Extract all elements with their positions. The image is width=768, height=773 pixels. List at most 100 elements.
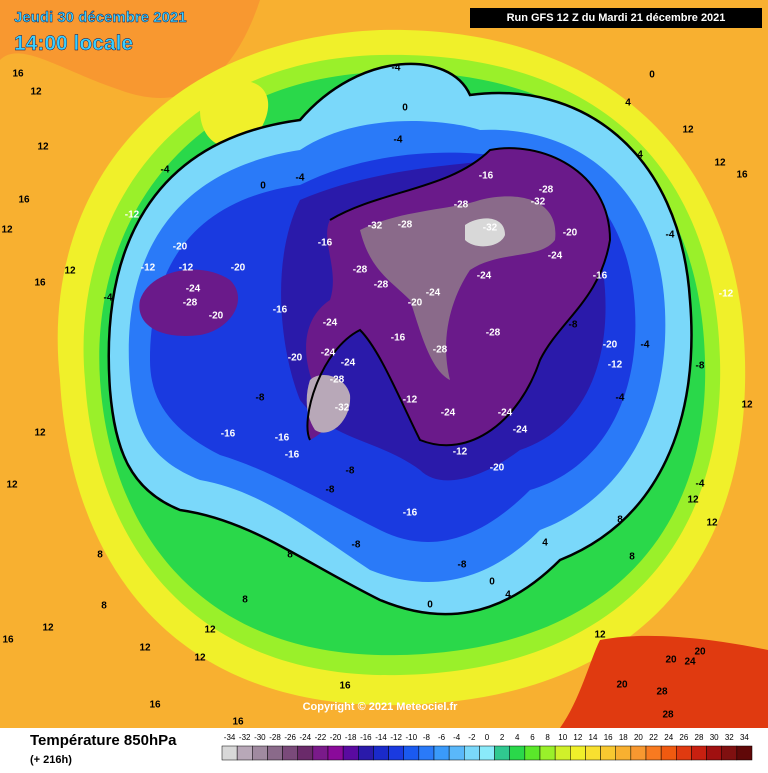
contour-label: -4 — [616, 393, 625, 404]
scale-swatch — [494, 745, 510, 761]
hot-area — [560, 635, 768, 728]
scale-label: 8 — [545, 733, 550, 742]
cold-core — [306, 375, 351, 433]
scale-label: -30 — [254, 733, 266, 742]
contour-label: -24 — [426, 288, 441, 299]
contour-label: 16 — [736, 170, 748, 181]
scale-label: -26 — [284, 733, 296, 742]
isotherm — [306, 147, 612, 447]
contour-label: -16 — [391, 333, 406, 344]
contour-label: 16 — [18, 195, 30, 206]
scale-swatch — [706, 745, 722, 761]
color-scale: -34 -32 -30 -28 -26 -24 -22 -20 -18 -16 -14 -12 -10-… — [221, 733, 753, 761]
scale-swatch — [464, 745, 480, 761]
contour-label: -12 — [403, 395, 418, 406]
contour-label: 12 — [714, 158, 726, 169]
contour-label: -24 — [513, 425, 528, 436]
contour-label: -4 — [666, 230, 675, 241]
scale-label: -10 — [406, 733, 418, 742]
scale-label: 18 — [619, 733, 628, 742]
contour-label: -20 — [490, 463, 505, 474]
contour-label: -12 — [453, 447, 468, 458]
contour-label: 8 — [242, 595, 248, 606]
scale-label: -34 — [224, 733, 236, 742]
contour-label: 12 — [1, 225, 13, 236]
contour-label: 16 — [339, 681, 351, 692]
contour-label: 16 — [34, 278, 46, 289]
contour-label: -24 — [321, 348, 336, 359]
scale-swatch — [327, 745, 344, 761]
contour-label: -24 — [498, 408, 513, 419]
scale-label: -20 — [330, 733, 342, 742]
scale-label: 22 — [649, 733, 658, 742]
scale-label: -4 — [453, 733, 461, 742]
contour-label: -20 — [209, 311, 224, 322]
contour-label: -12 — [179, 263, 194, 274]
contour-label: -28 — [374, 280, 389, 291]
scale-swatch — [358, 745, 374, 761]
contour-label: 12 — [204, 625, 216, 636]
contour-label: -20 — [173, 242, 188, 253]
contour-label: -12 — [719, 289, 734, 300]
contour-label: -8 — [458, 560, 467, 571]
contour-label: 12 — [42, 623, 54, 634]
contour-label: -28 — [183, 298, 198, 309]
contour-label: 28 — [656, 687, 668, 698]
contour-label: 16 — [232, 717, 244, 728]
contour-label: 0 — [402, 103, 408, 114]
scale-label: -18 — [345, 733, 357, 742]
contour-label: 12 — [682, 125, 694, 136]
contour-label: -20 — [288, 353, 303, 364]
scale-label: -8 — [423, 733, 431, 742]
contour-label: -4 — [296, 173, 305, 184]
warm-area — [0, 0, 260, 98]
legend-title: Température 850hPa — [30, 732, 177, 749]
contour-label: -4 — [641, 340, 650, 351]
contour-label: -4 — [104, 293, 113, 304]
zero-isotherm — [107, 62, 693, 616]
contour-label: 16 — [12, 69, 24, 80]
scale-swatch — [721, 745, 738, 761]
contour-label: 20 — [616, 680, 628, 691]
contour-label: 8 — [629, 552, 635, 563]
contour-label: -28 — [454, 200, 469, 211]
contour-label: 0 — [260, 181, 266, 192]
scale-swatch — [676, 745, 692, 761]
scale-swatch — [736, 745, 753, 761]
scale-label: -32 — [239, 733, 251, 742]
contour-label: 8 — [617, 515, 623, 526]
contour-label: -32 — [531, 197, 546, 208]
contour-label: -24 — [323, 318, 338, 329]
contour-label: -16 — [479, 171, 494, 182]
contour-label: -8 — [326, 485, 335, 496]
contour-label: -20 — [603, 340, 618, 351]
contour-label: -8 — [696, 361, 705, 372]
contour-label: -28 — [330, 375, 345, 386]
contour-label: -8 — [346, 466, 355, 477]
run-box — [470, 8, 762, 28]
contour-label: 12 — [139, 643, 151, 654]
contour-label: 4 — [625, 98, 631, 109]
contour-label: 0 — [489, 577, 495, 588]
contour-label: -28 — [433, 345, 448, 356]
contour-label: 28 — [662, 710, 674, 721]
scale-label: 2 — [500, 733, 505, 742]
contour-label: 12 — [594, 630, 606, 641]
scale-swatch — [267, 745, 283, 761]
contour-label: -28 — [539, 185, 554, 196]
contour-label: 4 — [637, 150, 643, 161]
contour-label: -28 — [353, 265, 368, 276]
scale-swatch — [691, 745, 707, 761]
scale-label: -14 — [375, 733, 387, 742]
contour-label: 20 — [665, 655, 677, 666]
contour-label: -16 — [318, 238, 333, 249]
scale-label: 16 — [604, 733, 613, 742]
contour-label: -4 — [392, 63, 401, 74]
scale-swatch — [252, 745, 268, 761]
scale-swatch — [418, 745, 435, 761]
scale-swatch — [403, 745, 420, 761]
scale-label: -28 — [269, 733, 281, 742]
scale-label: 28 — [695, 733, 704, 742]
scale-swatch — [630, 745, 647, 761]
